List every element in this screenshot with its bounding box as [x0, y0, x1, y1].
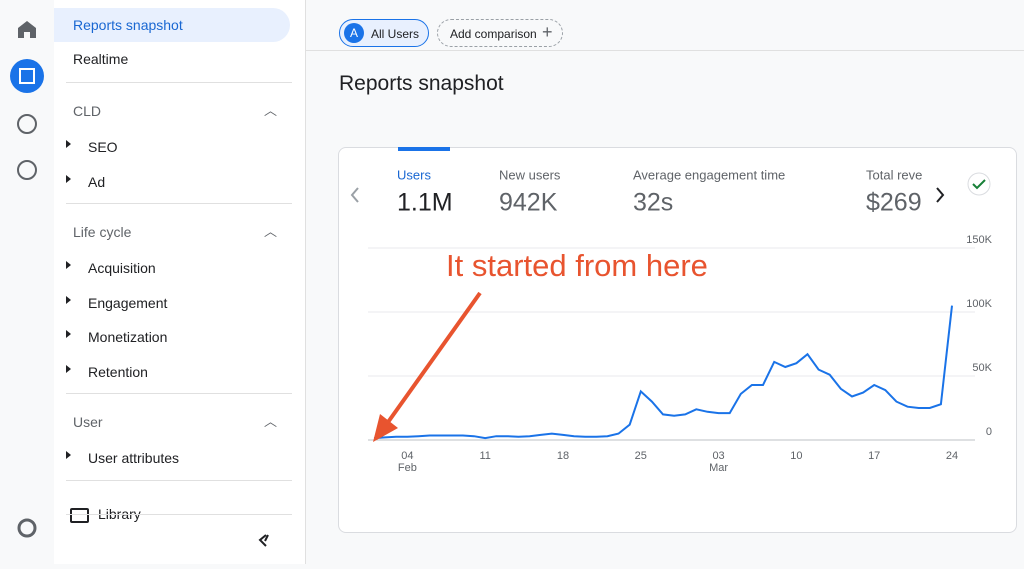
reports-glyph [19, 68, 35, 84]
section-title[interactable]: CLD [73, 103, 102, 119]
nav-item[interactable]: Retention [88, 363, 148, 380]
section-title[interactable]: User [73, 414, 103, 430]
nav-item[interactable]: Engagement [88, 294, 168, 311]
nav-divider [66, 203, 292, 204]
segment-label: All Users [371, 27, 420, 41]
caret [66, 174, 71, 183]
folder-icon [70, 507, 89, 523]
explore-icon[interactable] [17, 114, 37, 134]
section-title[interactable]: Life cycle [73, 224, 132, 240]
settings-icon[interactable] [17, 518, 37, 538]
nav-item[interactable]: SEO [88, 139, 118, 155]
caret [66, 261, 71, 269]
nav-divider [66, 479, 292, 481]
chevron: ︿ [264, 103, 278, 118]
add-comparison-label: Add comparison [450, 27, 537, 41]
plus-icon: + [542, 22, 553, 42]
active-item-bg [54, 8, 290, 42]
reports-icon[interactable] [10, 59, 44, 93]
nav-item[interactable]: Reports snapshot [73, 17, 183, 33]
nav-divider [66, 393, 292, 394]
advertising-icon[interactable] [17, 160, 37, 180]
nav-item[interactable]: Library [98, 505, 141, 522]
caret [66, 295, 71, 304]
nav-item[interactable]: Acquisition [88, 260, 156, 276]
page-title: Reports snapshot [339, 72, 504, 95]
caret [66, 140, 71, 148]
nav-item[interactable]: Monetization [88, 329, 168, 345]
main: A All Users Add comparison + Reports sna… [305, 0, 1024, 564]
nav-item[interactable]: Realtime [73, 51, 129, 67]
nav-item[interactable]: User attributes [88, 450, 180, 466]
segment-badge: A [344, 23, 364, 43]
chart-card [338, 147, 1017, 533]
nav-divider [66, 514, 292, 515]
chevron: ︿ [264, 224, 278, 239]
add-comparison[interactable]: Add comparison + [437, 19, 563, 47]
header-divider [305, 50, 1024, 51]
caret [66, 451, 71, 459]
home-icon[interactable] [18, 21, 36, 38]
icon-rail [0, 0, 54, 564]
segment-chip[interactable]: A All Users [339, 19, 429, 47]
nav-divider [66, 82, 292, 83]
side-nav: Reports snapshot Realtime CLD ︿ SEO Ad Life cy… [54, 0, 306, 564]
nav-item[interactable]: Ad [88, 173, 106, 190]
caret [66, 364, 71, 373]
rail-icons [10, 21, 44, 538]
chevron: ︿ [264, 414, 278, 429]
caret [66, 330, 71, 338]
